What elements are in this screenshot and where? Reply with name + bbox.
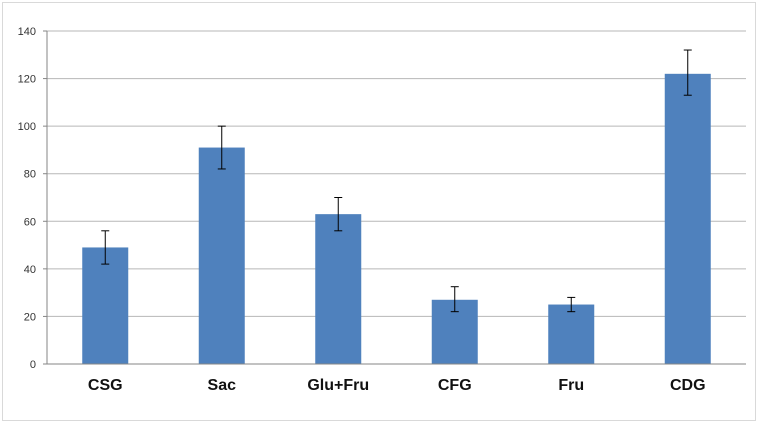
bar-csg (82, 247, 129, 364)
error-bar-glu-fru (334, 197, 343, 232)
x-category-label-csg: CSG (88, 377, 123, 394)
gridlines (47, 30, 746, 317)
y-tick-label-0: 0 (30, 359, 36, 371)
bar-cdg (664, 73, 711, 365)
error-bar-sac (217, 125, 226, 170)
y-tick-label-60: 60 (24, 216, 36, 228)
x-category-label-glu-fru: Glu+Fru (307, 377, 369, 394)
error-bar-fru (567, 296, 576, 313)
y-tick-label-140: 140 (18, 26, 36, 38)
bar-glu-fru (315, 214, 362, 364)
bars (82, 73, 711, 365)
x-axis-category-labels: CSG Sac Glu+Fru CFG Fru CDG (88, 377, 706, 394)
y-tick-label-80: 80 (24, 169, 36, 181)
x-category-label-cdg: CDG (670, 377, 706, 394)
error-bar-cfg (450, 286, 459, 313)
x-category-label-fru: Fru (558, 377, 584, 394)
y-tick-label-100: 100 (18, 121, 36, 133)
y-tick-label-20: 20 (24, 311, 36, 323)
bar-fru (548, 304, 595, 364)
x-category-label-cfg: CFG (438, 377, 472, 394)
x-axis (43, 30, 746, 365)
bar-sac (198, 147, 245, 364)
error-bars (101, 49, 692, 313)
y-axis-tick-labels: 0 20 40 60 80 100 120 140 (18, 26, 36, 371)
x-category-label-sac: Sac (208, 377, 237, 394)
error-bar-csg (101, 230, 110, 265)
y-tick-label-40: 40 (24, 264, 36, 276)
y-tick-label-120: 120 (18, 74, 36, 86)
error-bar-cdg (683, 49, 692, 96)
